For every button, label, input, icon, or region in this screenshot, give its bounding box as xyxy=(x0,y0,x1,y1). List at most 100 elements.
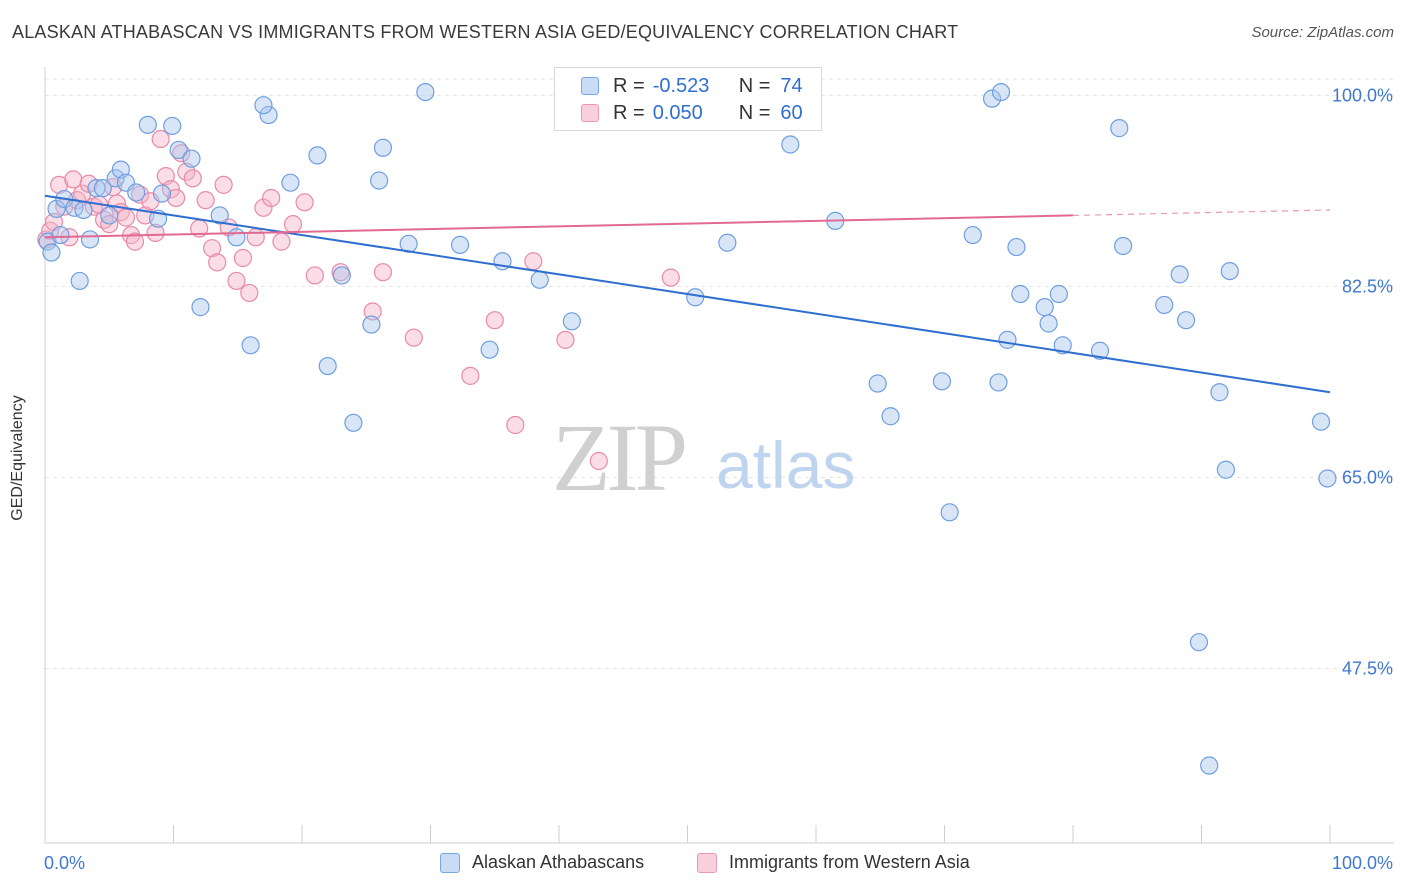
blue-data-point xyxy=(1170,265,1189,284)
legend-n-value: 60 xyxy=(780,101,803,124)
blue-data-point xyxy=(1090,341,1110,360)
x-tick-labels: 0.0% 100.0% xyxy=(44,853,1393,873)
pink-data-point xyxy=(506,415,525,435)
y-tick-label: 47.5% xyxy=(1342,658,1393,678)
blue-data-point xyxy=(1216,460,1236,479)
watermark-atlas: atlas xyxy=(716,428,855,502)
blue-data-point xyxy=(1053,336,1072,355)
blue-data-point xyxy=(74,200,93,220)
pink-data-point xyxy=(589,451,608,471)
blue-data-point xyxy=(530,270,549,289)
blue-data-point xyxy=(80,230,100,249)
pink-data-point xyxy=(208,253,227,272)
chart-title: ALASKAN ATHABASCAN VS IMMIGRANTS FROM WE… xyxy=(12,22,959,42)
pink-data-point xyxy=(172,144,191,163)
pink-data-point xyxy=(283,215,303,234)
blue-data-point xyxy=(940,503,959,522)
y-axis-label: GED/Equivalency xyxy=(9,395,26,521)
blue-data-point xyxy=(373,138,393,157)
series-legend-blue: Alaskan Athabascans xyxy=(440,852,644,873)
pink-data-point xyxy=(161,180,181,199)
trend-lines xyxy=(44,194,1331,394)
pink-data-point xyxy=(246,228,265,247)
y-tick-label: 82.5% xyxy=(1342,276,1393,296)
pink-data-point xyxy=(116,208,136,227)
pink-data-point xyxy=(262,188,281,208)
pink-trend-line-extension xyxy=(1072,209,1331,217)
blue-data-point xyxy=(1049,284,1068,304)
pink-data-point xyxy=(196,191,215,210)
pink-data-point xyxy=(233,248,252,268)
blue-data-point xyxy=(480,340,499,359)
y-tick-labels: 100.0% 82.5% 65.0% 47.5% xyxy=(1332,85,1393,678)
pink-trend-line xyxy=(44,214,1074,239)
pink-data-point xyxy=(50,175,69,194)
blue-data-point xyxy=(106,169,125,188)
blue-data-point xyxy=(1220,261,1239,281)
blue-data-point xyxy=(1114,236,1133,256)
pink-data-point xyxy=(461,366,480,385)
blue-data-point xyxy=(868,374,887,393)
blue-data-point xyxy=(1110,119,1129,138)
blue-data-point xyxy=(254,96,273,115)
legend-row-pink: R = 0.050 N = 60 xyxy=(581,101,803,125)
blue-data-point xyxy=(318,356,337,376)
blue-data-point xyxy=(998,330,1017,349)
y-tick-label: 65.0% xyxy=(1342,467,1393,487)
blue-data-point xyxy=(344,413,363,432)
legend-n-value: 74 xyxy=(780,74,803,97)
blue-data-point xyxy=(781,135,800,154)
blue-data-point xyxy=(308,146,327,165)
pink-data-point xyxy=(404,328,423,347)
pink-data-point xyxy=(363,302,382,321)
series-legend-pink: Immigrants from Western Asia xyxy=(697,852,970,873)
blue-data-point xyxy=(991,82,1011,102)
legend-r-value: 0.050 xyxy=(652,101,703,124)
legend-r-value: -0.523 xyxy=(652,74,710,97)
blue-data-point xyxy=(93,179,112,198)
pink-points xyxy=(37,69,795,471)
blue-data-point xyxy=(100,206,119,225)
pink-data-point xyxy=(125,232,145,251)
pink-data-point xyxy=(295,193,314,212)
legend-swatch-pink xyxy=(581,104,599,122)
blue-data-point xyxy=(241,336,260,355)
grid-lines xyxy=(45,78,1394,669)
legend-r-label: R = xyxy=(613,74,645,97)
blue-data-point xyxy=(1200,756,1219,775)
pink-data-point xyxy=(227,271,246,291)
blue-data-point xyxy=(416,82,435,102)
pink-data-point xyxy=(240,283,259,303)
pink-data-point xyxy=(661,268,680,287)
blue-data-point xyxy=(191,298,210,317)
blue-data-point xyxy=(370,171,389,190)
blue-data-point xyxy=(42,243,61,262)
correlation-legend: R = -0.523 N = 74 R = 0.050 N = 60 xyxy=(554,67,822,131)
blue-data-point xyxy=(1011,284,1030,304)
blue-data-point xyxy=(1189,633,1209,652)
blue-data-point xyxy=(182,149,201,168)
x-tick-label: 100.0% xyxy=(1332,853,1393,873)
blue-data-point xyxy=(881,407,900,426)
source-credit: Source: ZipAtlas.com xyxy=(1251,24,1394,41)
x-tick-label: 0.0% xyxy=(44,853,85,873)
blue-data-point xyxy=(1035,298,1054,317)
pink-data-point xyxy=(272,232,291,251)
blue-data-point xyxy=(127,183,146,202)
blue-data-point xyxy=(1311,412,1331,431)
blue-data-point xyxy=(1318,469,1337,488)
pink-data-point xyxy=(183,169,202,188)
legend-row-blue: R = -0.523 N = 74 xyxy=(581,74,803,98)
pink-data-point xyxy=(556,330,575,349)
blue-data-point xyxy=(686,288,705,307)
pink-data-point xyxy=(202,239,222,258)
pink-data-point xyxy=(166,188,186,208)
series-swatch-pink xyxy=(697,852,717,873)
blue-data-point xyxy=(51,225,70,245)
blue-data-point xyxy=(989,373,1008,392)
blue-data-point xyxy=(47,199,66,218)
blue-trend-line xyxy=(44,194,1331,394)
blue-data-point xyxy=(562,312,581,331)
blue-data-point xyxy=(87,179,106,198)
